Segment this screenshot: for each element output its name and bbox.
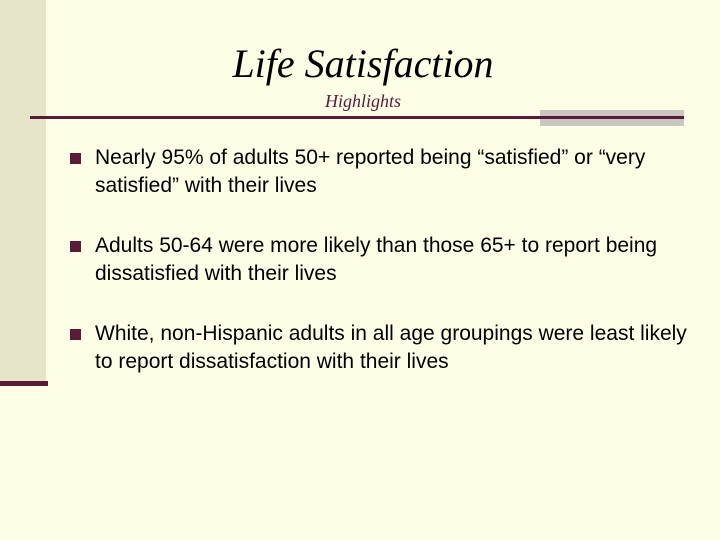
bullet: Nearly 95% of adults 50+ reported being … (68, 144, 688, 200)
bullet: Adults 50-64 were more likely than those… (68, 232, 688, 288)
title: Life Satisfaction (232, 41, 494, 86)
subtitle: Highlights (324, 91, 401, 111)
bullet: White, non-Hispanic adults in all age gr… (68, 320, 688, 376)
title-rule (30, 116, 684, 119)
bullet-list: Nearly 95% of adults 50+ reported being … (68, 144, 688, 408)
sidebar (0, 0, 46, 383)
sidebar-accent (0, 381, 48, 386)
